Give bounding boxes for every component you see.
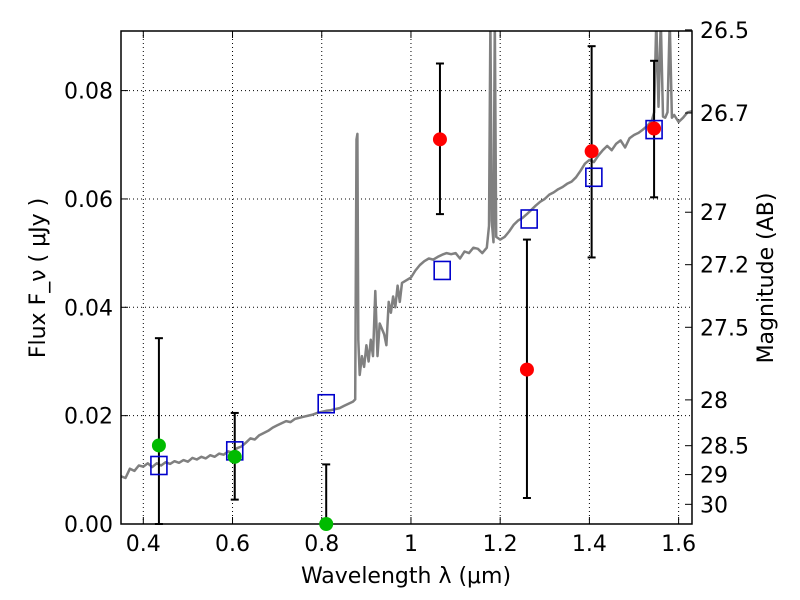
y-tick-label: 0.04 — [64, 296, 113, 321]
detection-point — [584, 144, 599, 159]
template-flux-square — [150, 455, 168, 476]
plot-frame — [120, 30, 693, 525]
detection-point — [519, 362, 534, 377]
y2-tick-label: 28 — [700, 389, 728, 414]
template-flux-square — [520, 209, 538, 229]
y-axis-label: Flux F_ν ( μJy ) — [26, 198, 51, 358]
y-tick-label: 0.00 — [64, 513, 113, 538]
y2-tick-label: 28.5 — [700, 435, 749, 460]
x-tick-label: 0.4 — [126, 532, 161, 557]
y2-tick-label: 27.2 — [700, 254, 749, 279]
y2-tick-label: 27 — [700, 201, 728, 226]
x-tick-label: 1 — [404, 532, 418, 557]
y2-axis-label: Magnitude (AB) — [754, 193, 779, 364]
optical-point — [151, 438, 166, 453]
x-tick-label: 0.6 — [215, 532, 250, 557]
x-axis-label: Wavelength λ (μm) — [301, 564, 511, 589]
template-flux-square — [585, 167, 603, 188]
y-tick-label: 0.06 — [64, 188, 113, 213]
detection-point — [647, 121, 662, 136]
y2-tick-label: 26.5 — [700, 19, 749, 44]
axis-ticks: 0.4 0.6 0.8 1 1.2 1.4 1.6 0.00 0.02 0.04 0.06 0.08 2… — [64, 19, 749, 557]
template-flux-square — [645, 119, 663, 140]
x-tick-label: 1.2 — [483, 532, 518, 557]
y2-tick-label: 29 — [700, 464, 728, 489]
y2-tick-label: 27.5 — [700, 316, 749, 341]
template-flux-square — [433, 260, 451, 281]
y-tick-label: 0.02 — [64, 405, 113, 430]
detection-point — [432, 132, 447, 147]
template-flux-square — [317, 393, 336, 414]
y-tick-label: 0.08 — [64, 80, 113, 105]
x-tick-label: 1.6 — [661, 532, 696, 557]
x-tick-label: 0.8 — [304, 532, 339, 557]
y2-tick-label: 26.7 — [700, 102, 749, 127]
optical-point — [227, 449, 242, 464]
x-tick-label: 1.4 — [572, 532, 607, 557]
y2-tick-label: 30 — [700, 493, 728, 518]
optical-point — [319, 517, 334, 531]
